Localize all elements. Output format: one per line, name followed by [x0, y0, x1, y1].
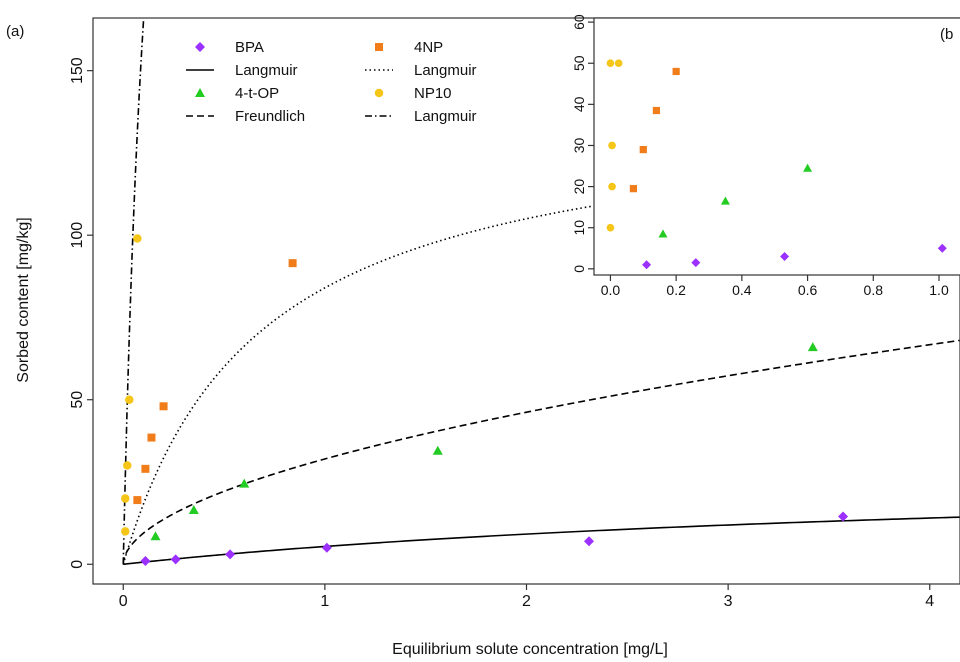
- x-tick-label: 1: [320, 593, 329, 610]
- point-bpa: [780, 251, 790, 261]
- point-np10: [606, 223, 615, 232]
- fit-curve-4np-langmuir: [122, 166, 960, 565]
- point-4np: [629, 185, 638, 193]
- point-bpa: [170, 554, 181, 565]
- x-tick-label: 0.4: [732, 282, 752, 298]
- point-bpa: [140, 555, 151, 566]
- point-bpa: [642, 260, 652, 270]
- y-tick-label: 30: [571, 137, 587, 153]
- point-4-t-op: [658, 229, 668, 238]
- point-np10: [133, 234, 142, 243]
- y-axis-label: Sorbed content [mg/kg]: [15, 217, 32, 382]
- legend-np4-marker: [375, 43, 383, 51]
- y-tick-label: 20: [571, 179, 587, 195]
- y-tick-label: 50: [69, 391, 86, 409]
- y-tick-label: 0: [571, 265, 587, 273]
- plot-frame: [593, 17, 960, 276]
- x-tick-label: 0: [119, 593, 128, 610]
- point-4np: [141, 464, 150, 473]
- point-np10: [606, 59, 615, 68]
- legend-label: Langmuir: [414, 62, 477, 79]
- x-tick-label: 2: [522, 593, 531, 610]
- point-bpa: [937, 243, 947, 253]
- point-bpa: [321, 542, 332, 553]
- point-4-t-op: [720, 196, 730, 205]
- legend-label: Langmuir: [414, 108, 477, 125]
- x-axis-label: Equilibrium solute concentration [mg/L]: [392, 641, 668, 658]
- x-tick-label: 0.8: [864, 282, 884, 298]
- legend-label: 4NP: [414, 39, 443, 56]
- panel-label-b: (b: [940, 26, 953, 43]
- point-np10: [608, 141, 616, 150]
- y-tick-label: 40: [571, 96, 587, 112]
- point-4-t-op: [150, 531, 161, 541]
- point-4-t-op: [432, 445, 443, 455]
- legend-label: Langmuir: [235, 62, 298, 79]
- point-4np: [639, 145, 647, 154]
- point-bpa: [691, 258, 701, 268]
- point-4np: [133, 496, 142, 505]
- y-tick-label: 10: [571, 220, 587, 236]
- x-tick-label: 0.0: [601, 282, 621, 298]
- legend-np10-marker: [374, 88, 384, 98]
- x-tick-label: 3: [724, 593, 733, 610]
- fit-curve-bpa-langmuir: [122, 516, 960, 566]
- y-tick-label: 100: [69, 222, 86, 249]
- data-points: [606, 59, 947, 270]
- y-tick-label: 0: [69, 560, 86, 569]
- point-4np: [159, 402, 168, 411]
- legend: BPA 4NP Langmuir Langmuir 4-t-OP NP10 Freundli…: [186, 39, 477, 125]
- point-4np: [147, 433, 156, 442]
- y-tick-label: 150: [69, 57, 86, 84]
- point-4-t-op: [803, 163, 813, 172]
- inset-plot: 0.0 0.2 0.4 0.6 0.8 1.0 0 10 20 30 40 50 60: [571, 14, 960, 298]
- legend-top-marker: [195, 88, 205, 97]
- point-np10: [121, 494, 130, 503]
- point-np10: [123, 461, 132, 470]
- point-bpa: [838, 511, 849, 522]
- y-tick-label: 50: [571, 55, 587, 71]
- point-4-t-op: [807, 342, 818, 352]
- point-4-t-op: [188, 504, 199, 514]
- x-tick-label: 4: [925, 593, 934, 610]
- legend-label: 4-t-OP: [235, 85, 279, 102]
- y-tick-label: 60: [571, 14, 587, 30]
- point-bpa: [225, 549, 236, 560]
- point-np10: [125, 395, 134, 404]
- legend-label: BPA: [235, 39, 264, 56]
- panel-label-a: (a): [6, 23, 24, 40]
- x-tick-label: 1.0: [929, 282, 949, 298]
- legend-bpa-marker: [195, 42, 205, 52]
- point-4np: [672, 67, 680, 76]
- point-4np: [288, 259, 297, 268]
- legend-label: Freundlich: [235, 108, 305, 125]
- legend-label: NP10: [414, 85, 452, 102]
- point-np10: [614, 59, 623, 68]
- inset-background: [594, 18, 960, 275]
- point-4-t-op: [239, 478, 250, 488]
- point-np10: [608, 182, 616, 191]
- point-4np: [652, 106, 661, 115]
- fit-curve-4-t-op-freundlich: [122, 339, 960, 565]
- x-tick-label: 0.6: [798, 282, 818, 298]
- point-bpa: [584, 536, 595, 547]
- x-tick-label: 0.2: [666, 282, 686, 298]
- data-points: [121, 234, 849, 566]
- point-np10: [121, 527, 130, 536]
